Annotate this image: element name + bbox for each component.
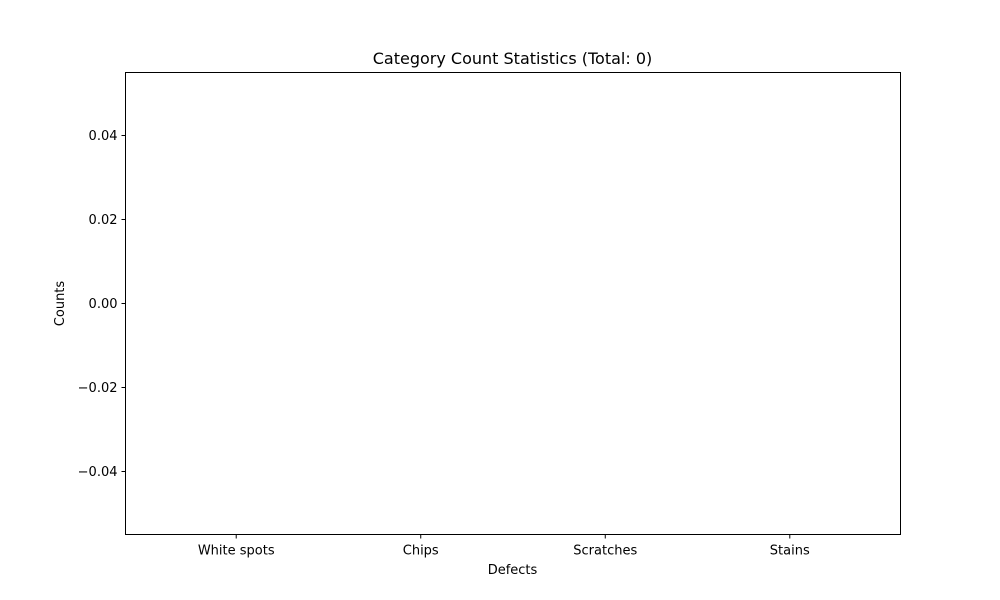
y-axis-ticks: 0.04 0.02 0.00 −0.02 −0.04 bbox=[78, 129, 126, 480]
y-tick-label: 0.04 bbox=[89, 129, 118, 144]
y-tick-label: 0.00 bbox=[89, 297, 118, 312]
x-tick-label: Chips bbox=[403, 544, 439, 559]
x-tick-label: White spots bbox=[198, 544, 275, 559]
x-tick-label: Stains bbox=[770, 544, 810, 559]
x-axis-ticks: White spots Chips Scratches Stains bbox=[198, 534, 810, 559]
y-tick-label: −0.02 bbox=[78, 381, 118, 396]
x-axis-label: Defects bbox=[488, 563, 538, 578]
y-tick-label: 0.02 bbox=[89, 213, 118, 228]
chart-title: Category Count Statistics (Total: 0) bbox=[373, 49, 653, 68]
y-axis-label: Counts bbox=[53, 281, 68, 327]
x-tick-label: Scratches bbox=[573, 544, 637, 559]
y-tick-label: −0.04 bbox=[78, 465, 118, 480]
